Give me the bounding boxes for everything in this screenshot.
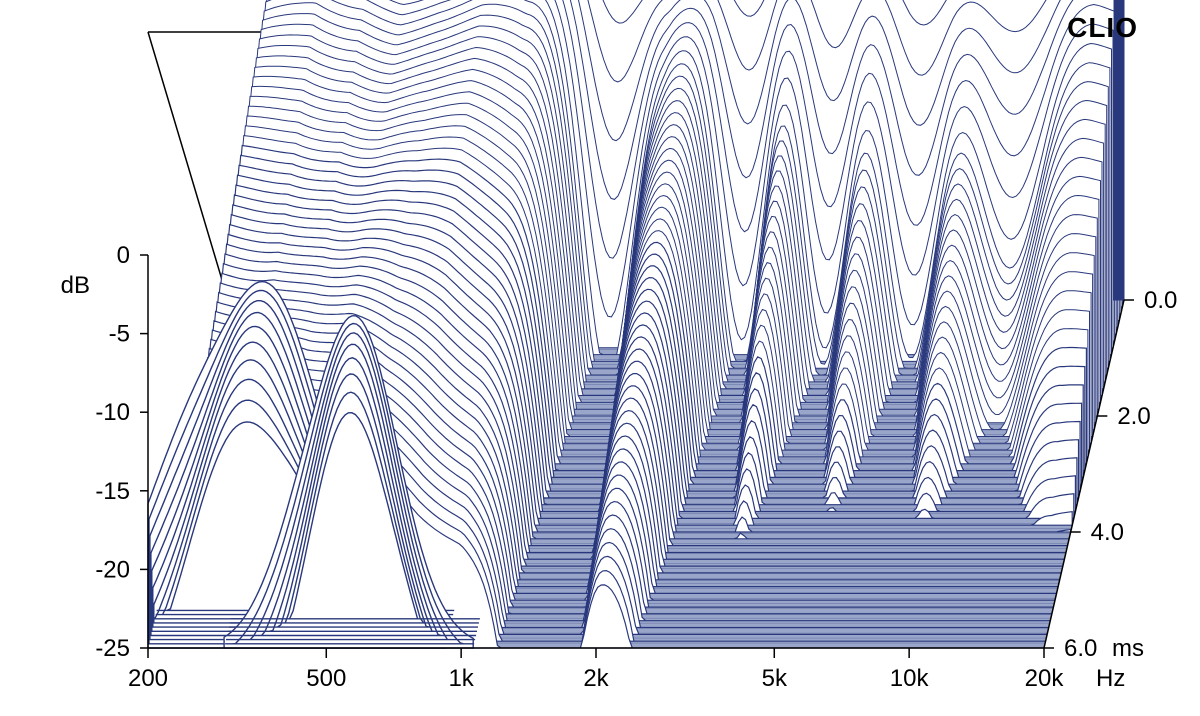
z-tick-label: 4.0 xyxy=(1091,519,1124,546)
x-tick-label: 10k xyxy=(890,665,930,692)
y-tick-label: -5 xyxy=(109,321,130,348)
z-tick-label: 2.0 xyxy=(1117,403,1150,430)
y-tick-label: -10 xyxy=(95,399,130,426)
z-tick-label: 6.0 xyxy=(1064,635,1097,662)
z-tick-label: 0.0 xyxy=(1144,287,1177,314)
x-tick-label: 20k xyxy=(1025,665,1065,692)
z-axis-unit: ms xyxy=(1112,635,1144,662)
x-tick-label: 5k xyxy=(762,665,788,692)
waterfall-svg: 0 -5 -10 -15 -20 -25 dB 200 500 1k 2k 5k 10k 20k Hz 0.0… xyxy=(0,0,1200,716)
hf-accent-bar xyxy=(1114,0,1124,300)
x-tick-label: 1k xyxy=(448,665,474,692)
y-tick-label: 0 xyxy=(117,242,130,269)
x-axis-unit: Hz xyxy=(1096,665,1125,692)
x-tick-label: 2k xyxy=(583,665,609,692)
waterfall-plot-container: 0 -5 -10 -15 -20 -25 dB 200 500 1k 2k 5k 10k 20k Hz 0.0… xyxy=(0,0,1200,716)
x-tick-label: 200 xyxy=(128,665,168,692)
y-axis-unit: dB xyxy=(61,272,90,299)
x-tick-label: 500 xyxy=(306,665,346,692)
y-tick-label: -25 xyxy=(95,635,130,662)
brand-label: CLIO xyxy=(1067,12,1138,44)
y-tick-label: -20 xyxy=(95,556,130,583)
y-tick-label: -15 xyxy=(95,478,130,505)
